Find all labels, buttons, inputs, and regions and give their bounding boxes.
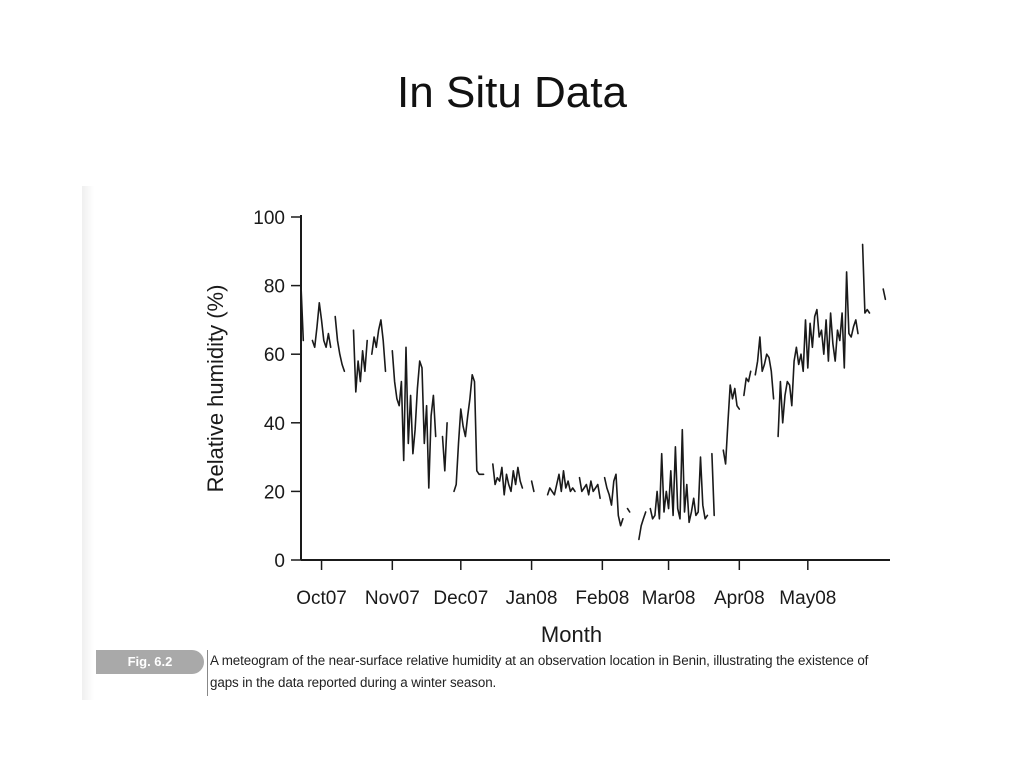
x-axis-title: Month (541, 622, 602, 647)
humidity-series-segment (626, 507, 631, 513)
humidity-series-segment (603, 473, 624, 527)
y-tick-label: 40 (264, 414, 285, 435)
y-tick-label: 100 (253, 208, 285, 229)
humidity-series-segment (743, 370, 752, 397)
humidity-series-segment (722, 384, 741, 465)
humidity-chart: 0 20 40 60 80 100 Oct07 Nov07 Dec07 Jan08 Feb08 Mar… (203, 208, 890, 647)
humidity-series-segment (882, 288, 887, 301)
y-tick-label: 80 (264, 277, 285, 298)
humidity-series-segment (649, 428, 709, 524)
humidity-series-segment (530, 480, 535, 493)
humidity-series-segment (370, 319, 387, 373)
x-tick-label: Oct07 (296, 588, 347, 609)
y-tick-label: 20 (264, 482, 285, 503)
humidity-series-segment (861, 243, 871, 314)
humidity-series-segment (300, 284, 305, 342)
humidity-series-segment (491, 463, 524, 496)
x-tick-label: Apr08 (714, 588, 765, 609)
humidity-series-segment (453, 374, 485, 493)
x-tick-label: Feb08 (575, 588, 629, 609)
humidity-series-segment (441, 422, 448, 472)
slide-title: In Situ Data (397, 68, 627, 117)
humidity-series-segment (334, 315, 346, 373)
x-tick-label: Nov07 (365, 588, 420, 609)
figure-caption: A meteogram of the near-surface relative… (210, 653, 869, 690)
x-tick-label: Mar08 (642, 588, 696, 609)
y-axis-title: Relative humidity (%) (203, 285, 228, 493)
humidity-series-segment (638, 511, 647, 541)
figure-scan: 0 20 40 60 80 100 Oct07 Nov07 Dec07 Jan08 Feb08 Mar… (82, 186, 914, 700)
x-tick-label: Dec07 (433, 588, 488, 609)
humidity-series-segment (711, 452, 716, 517)
humidity-series-segment (352, 329, 369, 393)
x-tick-label: Jan08 (506, 588, 558, 609)
caption-divider (207, 650, 208, 696)
humidity-series-segment (578, 476, 601, 500)
humidity-series-segment (777, 271, 859, 438)
figure-badge: Fig. 6.2 (96, 650, 204, 674)
x-tick-label: May08 (779, 588, 836, 609)
y-tick-label: 60 (264, 345, 285, 366)
humidity-series-segment (391, 346, 437, 489)
y-tick-label: 0 (274, 551, 285, 572)
humidity-series-segment (546, 469, 576, 496)
humidity-series-segment (754, 336, 775, 400)
humidity-series-segment (311, 302, 332, 349)
